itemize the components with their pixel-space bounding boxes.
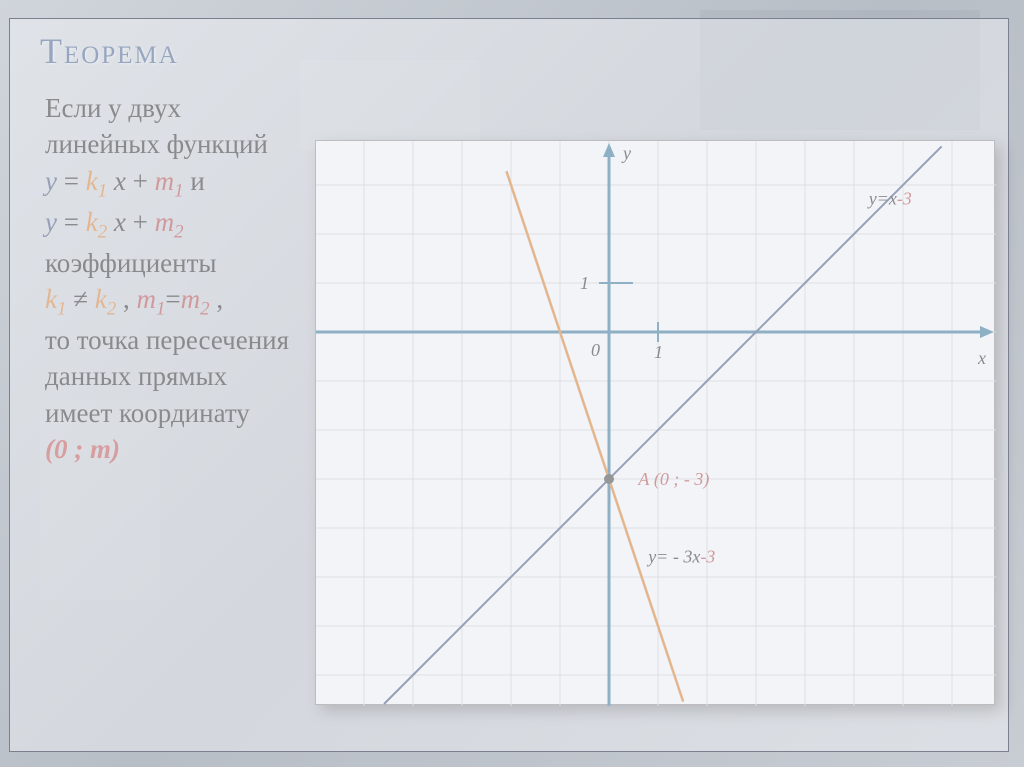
slide-frame bbox=[9, 18, 1009, 752]
